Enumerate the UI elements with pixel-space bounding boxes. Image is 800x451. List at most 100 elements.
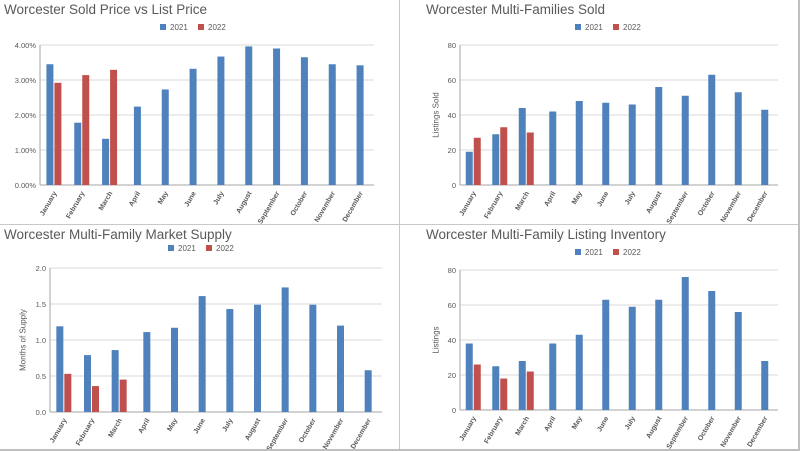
bar-2021-january — [466, 344, 473, 411]
bar-2021-may — [171, 328, 178, 412]
y-tick-label: 60 — [448, 76, 456, 85]
y-tick-label: 20 — [448, 146, 456, 155]
x-tick-label: December — [350, 417, 373, 449]
chart-panel-multi-families-sold: Worcester Multi-Families Sold 0 20 40 60 80 L… — [400, 0, 798, 224]
y-tick-label: 4.00% — [15, 41, 37, 50]
x-tick-label: December — [342, 190, 365, 223]
x-tick-label: March — [108, 418, 124, 439]
x-tick-label: May — [571, 190, 584, 205]
bar-2021-january — [466, 152, 473, 185]
bar-2022-february — [500, 379, 507, 411]
x-tick-label: September — [266, 417, 290, 449]
bar-2022-january — [54, 83, 61, 185]
x-tick-label: August — [244, 417, 262, 442]
x-tick-label: October — [697, 415, 717, 442]
y-tick-label: 1.0 — [36, 336, 46, 345]
x-tick-label: September — [666, 415, 690, 449]
bar-2021-april — [549, 344, 556, 411]
y-tick-label: 80 — [448, 41, 456, 50]
bar-2021-august — [655, 87, 662, 185]
panel-divider-vertical — [399, 0, 400, 451]
bar-2021-july — [629, 105, 636, 186]
bar-2021-may — [576, 101, 583, 185]
bar-2021-february — [492, 366, 499, 410]
legend-label-2022: 2022 — [623, 23, 641, 32]
y-tick-label: 2.00% — [15, 111, 37, 120]
legend-swatch-2022 — [206, 245, 212, 251]
x-tick-label: October — [697, 190, 717, 217]
chart-panel-sold-price: Worcester Sold Price vs List Price 0.00%… — [0, 0, 398, 224]
chart-sold-price: 0.00% 1.00% 2.00% 3.00% 4.00% January February… — [0, 0, 398, 224]
bar-2021-november — [337, 326, 344, 412]
legend-swatch-2022 — [613, 249, 619, 255]
bar-2021-july — [217, 57, 224, 185]
bar-2021-april — [143, 332, 150, 412]
x-tick-label: March — [98, 191, 114, 212]
y-tick-label: 0 — [452, 181, 456, 190]
x-tick-label: February — [65, 190, 86, 220]
y-tick-label: 80 — [448, 266, 456, 275]
bar-2021-february — [74, 123, 81, 185]
x-tick-label: May — [166, 417, 179, 432]
x-tick-label: March — [515, 191, 531, 212]
bar-2021-november — [735, 92, 742, 185]
x-tick-label: September — [257, 190, 281, 224]
bar-2022-january — [474, 365, 481, 411]
x-tick-label: November — [720, 415, 743, 448]
x-tick-label: July — [624, 190, 637, 206]
legend-swatch-2021 — [160, 24, 166, 30]
y-tick-label: 20 — [448, 371, 456, 380]
bar-2022-february — [92, 386, 99, 412]
bar-2021-june — [199, 296, 206, 412]
bar-2021-october — [708, 291, 715, 410]
bar-2021-february — [84, 355, 91, 412]
bar-2021-april — [134, 107, 141, 185]
x-tick-label: May — [157, 190, 170, 205]
y-axis-label: Listings — [432, 326, 441, 353]
x-tick-label: February — [483, 190, 504, 220]
bar-2021-may — [162, 89, 169, 185]
y-tick-label: 60 — [448, 301, 456, 310]
y-tick-label: 0.00% — [15, 181, 37, 190]
x-tick-label: August — [645, 415, 663, 440]
chart-panel-market-supply: Worcester Multi-Family Market Supply 0.0… — [0, 225, 398, 449]
x-tick-label: May — [571, 415, 584, 430]
bar-2021-december — [365, 370, 372, 412]
x-tick-label: February — [75, 417, 96, 447]
legend-label-2022: 2022 — [208, 23, 226, 32]
legend-label-2022: 2022 — [216, 244, 234, 253]
legend-swatch-2021 — [575, 249, 581, 255]
bar-2021-november — [329, 64, 336, 185]
chart-market-supply: 0.0 0.5 1.0 1.5 2.0 Months of Supply January Fe… — [0, 225, 398, 449]
legend-label-2021: 2021 — [178, 244, 196, 253]
bar-2022-march — [110, 70, 117, 185]
y-tick-label: 0.0 — [36, 408, 46, 417]
y-axis-label: Months of Supply — [19, 309, 28, 371]
bar-2021-september — [682, 96, 689, 185]
x-tick-label: November — [314, 190, 337, 223]
bar-2021-july — [629, 307, 636, 410]
bar-2022-january — [64, 374, 71, 412]
legend-label-2021: 2021 — [585, 248, 603, 257]
x-tick-label: June — [184, 190, 198, 208]
panel-divider-horizontal — [0, 224, 800, 225]
legend-swatch-2021 — [575, 24, 581, 30]
y-tick-label: 40 — [448, 111, 456, 120]
bar-2021-august — [655, 300, 662, 410]
bar-2021-march — [519, 108, 526, 185]
bar-2022-february — [82, 75, 89, 185]
x-tick-label: March — [515, 416, 531, 437]
y-tick-label: 2.0 — [36, 264, 46, 273]
bar-2021-september — [273, 49, 280, 186]
legend-swatch-2022 — [198, 24, 204, 30]
x-tick-label: April — [543, 190, 557, 207]
x-tick-label: December — [746, 415, 769, 448]
dashboard: Worcester Sold Price vs List Price 0.00%… — [0, 0, 800, 451]
bar-2021-august — [254, 305, 261, 412]
bar-2021-march — [519, 361, 526, 410]
x-tick-label: January — [458, 415, 478, 442]
bar-2021-june — [602, 103, 609, 185]
bar-2021-june — [602, 300, 609, 410]
y-tick-label: 1.00% — [15, 146, 37, 155]
x-tick-label: October — [298, 417, 318, 444]
